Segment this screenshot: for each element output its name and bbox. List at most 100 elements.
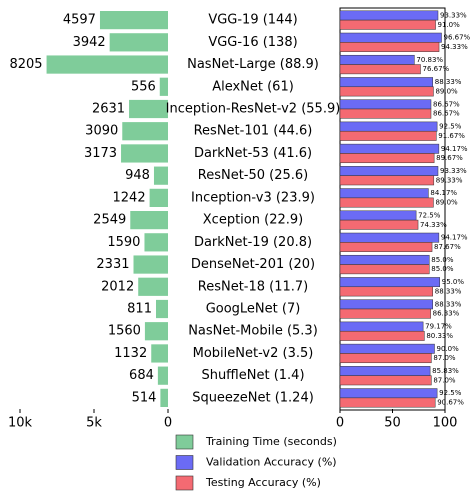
bar [339,19,436,30]
category-label: NasNet-Large (88.9) [187,57,319,72]
bar [339,254,430,265]
bar [159,77,168,96]
bar [129,99,168,119]
category-label: GoogLeNet (7) [206,302,301,317]
bar [339,121,438,132]
x-tick-label: 10k [8,416,33,431]
bar [155,299,168,319]
category-label: DarkNet-19 (20.8) [194,235,312,250]
x-tick-label: 0 [336,416,344,431]
value-label: 90.67% [437,399,464,407]
value-label: 948 [125,168,150,183]
value-label: 85.83% [432,367,459,375]
bar [339,210,417,221]
category-label: MobileNet-v2 (3.5) [193,346,314,361]
value-label: 90.0% [437,345,460,353]
value-label: 95.0% [442,278,465,286]
bar [339,388,438,399]
bar [339,108,432,119]
bar [339,232,440,243]
bar [339,353,432,364]
value-label: 94.33% [441,43,468,51]
category-label: ResNet-101 (44.6) [194,124,313,139]
category-label: Xception (22.9) [203,213,303,228]
bar [339,86,434,97]
bar [339,153,435,164]
bar [339,130,437,141]
bar [339,188,429,199]
bar [121,144,168,163]
value-label: 76.67% [423,65,450,73]
value-label: 89.0% [435,87,458,95]
legend-label: Training Time (seconds) [205,435,337,448]
value-label: 86.67% [433,100,460,108]
bar [339,321,424,332]
value-label: 94.17% [441,234,468,242]
value-label: 86.67% [433,110,460,118]
bar [339,397,436,408]
value-label: 8205 [9,57,42,72]
value-label: 96.67% [444,34,471,42]
legend-label: Validation Accuracy (%) [206,456,337,469]
bar [339,64,421,75]
value-label: 91.0% [438,21,461,29]
category-label: Inception-ResNet-v2 (55.9) [166,102,341,117]
bar [339,242,433,252]
value-label: 1132 [114,346,147,361]
x-tick-label: 100 [433,416,458,431]
bar [138,277,168,296]
bar [339,343,435,354]
x-tick-label: 0 [164,416,172,431]
category-label: VGG-16 (138) [208,35,297,50]
bar [339,308,431,319]
category-label: ShuffleNet (1.4) [201,368,304,383]
value-label: 1242 [113,190,146,205]
value-label: 89.33% [436,176,463,184]
x-tick-label: 5k [86,416,102,431]
value-label: 74.33% [420,221,447,229]
value-label: 80.33% [426,332,453,340]
value-label: 2631 [92,102,125,117]
bar [339,366,431,376]
bar [339,175,435,186]
bar [109,33,168,52]
bar [130,211,168,230]
bar [339,330,425,341]
value-label: 93.33% [440,11,467,19]
value-label: 89.0% [435,199,458,207]
value-label: 72.5% [418,211,441,219]
bar [339,10,439,21]
bar [149,188,168,207]
bar [151,344,168,363]
bar [99,11,168,30]
bar [339,54,415,65]
bar [157,366,168,385]
value-label: 70.83% [416,56,443,64]
value-label: 3173 [84,146,117,161]
value-label: 87.67% [434,243,461,251]
value-label: 85.0% [431,256,454,264]
value-label: 1590 [107,235,140,250]
bar [153,166,168,185]
legend-swatch [175,475,194,491]
bar [160,388,168,407]
bar [339,299,433,310]
value-label: 88.33% [435,287,462,295]
category-label: AlexNet (61) [212,79,294,94]
value-label: 89.67% [436,154,463,162]
value-label: 3942 [73,35,106,50]
legend-label: Testing Accuracy (%) [205,476,321,489]
bar [339,166,439,176]
value-label: 91.67% [438,132,465,140]
category-label: ResNet-50 (25.6) [198,168,309,183]
category-label: ResNet-18 (11.7) [198,279,309,294]
value-label: 87.0% [433,376,456,384]
category-label: SqueezeNet (1.24) [192,390,314,405]
bar [339,286,433,297]
category-label: DenseNet-201 (20) [191,257,315,272]
value-label: 92.5% [439,389,462,397]
bar [339,77,433,88]
value-label: 3090 [85,124,118,139]
bar [339,143,440,154]
